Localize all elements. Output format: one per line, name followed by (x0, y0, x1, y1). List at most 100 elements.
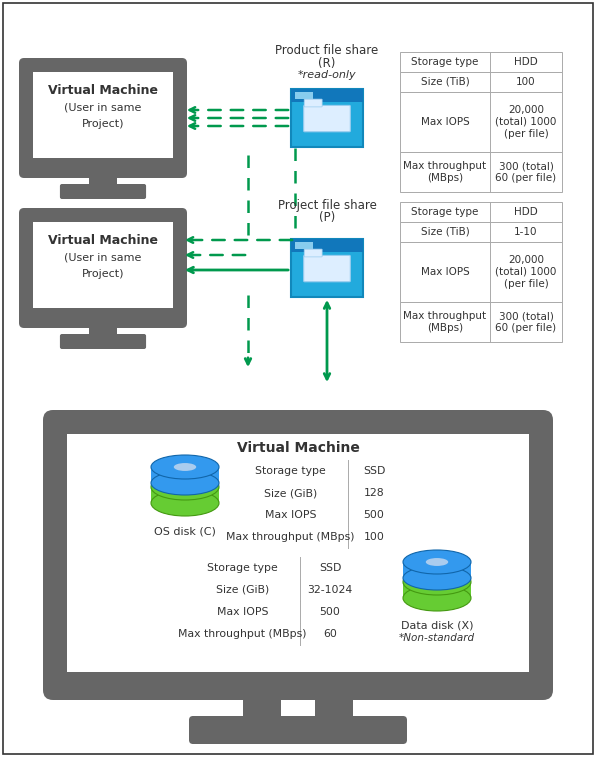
Text: OS disk (C): OS disk (C) (154, 526, 216, 536)
Text: Storage type: Storage type (255, 466, 326, 476)
Text: Max throughput
(MBps): Max throughput (MBps) (403, 311, 486, 333)
Bar (291, 89, 363, 147)
Text: Size (GiB): Size (GiB) (264, 488, 317, 498)
Text: Max IOPS: Max IOPS (421, 267, 470, 277)
Text: *Non-standard: *Non-standard (399, 633, 475, 643)
Ellipse shape (151, 474, 219, 500)
FancyBboxPatch shape (43, 410, 553, 700)
Text: Max throughput (MBps): Max throughput (MBps) (178, 629, 307, 639)
Text: Max IOPS: Max IOPS (421, 117, 470, 127)
Text: (R): (R) (318, 57, 336, 70)
Text: Size (GiB): Size (GiB) (216, 585, 269, 595)
Bar (315, 686, 353, 724)
Bar (400, 152, 562, 192)
Ellipse shape (403, 550, 471, 574)
FancyBboxPatch shape (304, 255, 350, 282)
FancyBboxPatch shape (304, 105, 350, 132)
Text: Project): Project) (82, 119, 124, 129)
Text: Product file share: Product file share (275, 43, 378, 57)
Text: Project): Project) (82, 269, 124, 279)
Text: 128: 128 (364, 488, 384, 498)
FancyBboxPatch shape (304, 249, 322, 257)
Text: Virtual Machine: Virtual Machine (48, 83, 158, 96)
Polygon shape (151, 467, 219, 483)
Ellipse shape (151, 455, 219, 479)
Text: (User in same: (User in same (64, 103, 142, 113)
Bar (294, 92, 312, 99)
Bar (400, 52, 562, 72)
Text: SSD: SSD (363, 466, 385, 476)
Text: Storage type: Storage type (411, 207, 479, 217)
FancyBboxPatch shape (60, 334, 146, 349)
Text: Storage type: Storage type (207, 563, 278, 573)
Text: Virtual Machine: Virtual Machine (48, 233, 158, 247)
Text: Storage type: Storage type (411, 57, 479, 67)
Bar (185, 623, 360, 645)
Bar (185, 557, 360, 579)
Ellipse shape (426, 558, 448, 566)
Text: Size (TiB): Size (TiB) (421, 77, 470, 87)
Text: Max IOPS: Max IOPS (217, 607, 268, 617)
Ellipse shape (403, 585, 471, 611)
Bar (400, 242, 562, 302)
Bar (400, 202, 562, 222)
Bar (243, 686, 281, 724)
Bar (67, 434, 529, 672)
Text: 500: 500 (319, 607, 340, 617)
Text: 300 (total)
60 (per file): 300 (total) 60 (per file) (495, 161, 557, 182)
Ellipse shape (426, 578, 448, 586)
Text: 32-1024: 32-1024 (308, 585, 353, 595)
Bar (291, 89, 363, 101)
Bar (400, 92, 562, 152)
FancyBboxPatch shape (304, 99, 322, 107)
Bar (400, 302, 562, 342)
Text: 100: 100 (364, 532, 384, 542)
FancyBboxPatch shape (19, 58, 187, 178)
Text: *read-only: *read-only (297, 70, 356, 80)
Bar (233, 504, 400, 526)
Bar (400, 72, 562, 92)
Text: Max throughput (MBps): Max throughput (MBps) (226, 532, 355, 542)
Text: 1-10: 1-10 (514, 227, 538, 237)
Bar (400, 222, 562, 242)
Text: 100: 100 (516, 77, 536, 87)
Polygon shape (151, 487, 219, 503)
Bar (291, 239, 363, 252)
Text: Size (TiB): Size (TiB) (421, 227, 470, 237)
Bar (33, 72, 173, 158)
Text: Data disk (X): Data disk (X) (401, 621, 473, 631)
Bar (233, 482, 400, 504)
Bar (89, 170, 117, 188)
Text: 20,000
(total) 1000
(per file): 20,000 (total) 1000 (per file) (495, 105, 557, 139)
Text: 500: 500 (364, 510, 384, 520)
Text: (User in same: (User in same (64, 253, 142, 263)
Polygon shape (403, 562, 471, 578)
Bar (89, 320, 117, 338)
Ellipse shape (403, 566, 471, 590)
Bar (33, 222, 173, 308)
Bar (233, 460, 400, 482)
Text: Max throughput
(MBps): Max throughput (MBps) (403, 161, 486, 182)
Text: Project file share: Project file share (278, 198, 377, 211)
Ellipse shape (151, 490, 219, 516)
Text: SSD: SSD (319, 563, 341, 573)
Bar (233, 526, 400, 548)
Text: (P): (P) (319, 211, 335, 225)
Ellipse shape (174, 483, 196, 491)
Bar (291, 239, 363, 297)
Bar (185, 579, 360, 601)
FancyBboxPatch shape (19, 208, 187, 328)
Text: HDD: HDD (514, 207, 538, 217)
Polygon shape (403, 582, 471, 598)
Text: HDD: HDD (514, 57, 538, 67)
Text: Max IOPS: Max IOPS (265, 510, 316, 520)
Bar (185, 601, 360, 623)
Ellipse shape (174, 463, 196, 471)
Text: 60: 60 (323, 629, 337, 639)
Bar (294, 241, 312, 249)
Ellipse shape (151, 471, 219, 495)
Text: Virtual Machine: Virtual Machine (237, 441, 359, 455)
FancyBboxPatch shape (60, 184, 146, 199)
FancyBboxPatch shape (189, 716, 407, 744)
Text: 20,000
(total) 1000
(per file): 20,000 (total) 1000 (per file) (495, 255, 557, 288)
